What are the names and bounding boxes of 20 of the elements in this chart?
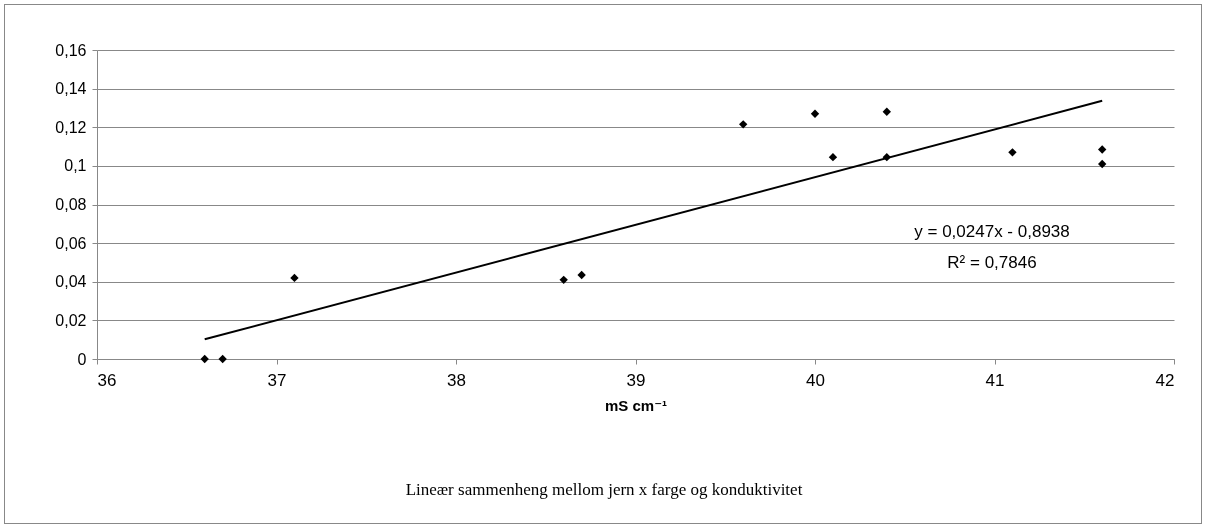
x-tick-label: 42 <box>1155 370 1175 390</box>
y-tick-label: 0,04 <box>55 273 87 291</box>
text: Lineær sammenheng mellom jern x farge og konduktivitet <box>404 480 804 500</box>
x-axis-title: mS cm⁻¹ <box>604 396 668 414</box>
y-tick-label: 0,16 <box>55 41 87 59</box>
y-tick-label: 0,14 <box>55 80 87 98</box>
x-tick-label: 41 <box>985 370 1005 390</box>
y-tick-label: 0,06 <box>55 234 87 252</box>
y-tick-label: 0,02 <box>55 311 87 329</box>
x-tick-label: 37 <box>267 370 287 390</box>
annotation: y = 0,0247x - 0,8938 <box>914 222 1070 241</box>
y-tick-label: 0,08 <box>55 196 87 213</box>
y-tick-label: 0 <box>77 350 87 368</box>
y-tick-label: 0,1 <box>64 157 87 175</box>
x-tick-label: 36 <box>97 370 117 390</box>
x-tick-label: 40 <box>806 370 825 390</box>
y-tick-label: 0,12 <box>55 118 87 136</box>
annotation: R² = 0,7846 <box>947 253 1037 272</box>
x-tick-label: 39 <box>626 370 646 390</box>
x-tick-label: 38 <box>447 370 466 390</box>
